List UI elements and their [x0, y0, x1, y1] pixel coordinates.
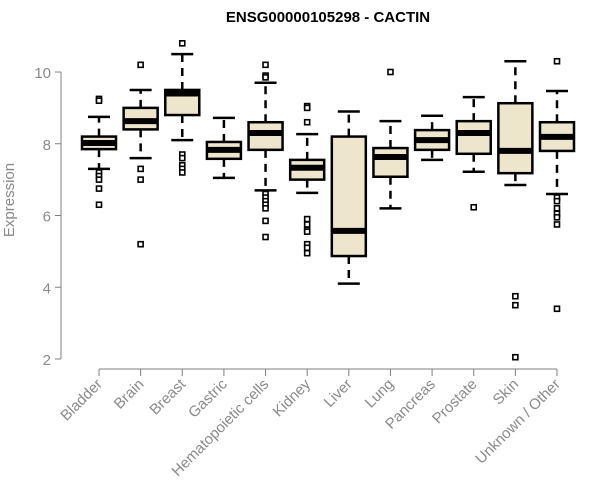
outlier-point	[553, 213, 561, 221]
outlier-point	[95, 201, 103, 209]
iqr-box	[497, 101, 534, 175]
outlier-point	[262, 217, 269, 225]
box-skin	[497, 59, 534, 361]
outlier-point	[95, 176, 103, 183]
y-tick-label: 6	[43, 209, 51, 226]
box-bladder	[80, 95, 118, 209]
outlier-point	[553, 197, 561, 205]
x-tick-label: Skin	[490, 376, 523, 409]
outlier-point	[137, 176, 144, 183]
outlier-point	[95, 97, 103, 104]
y-tick-label: 8	[43, 137, 51, 154]
box-breast	[164, 39, 201, 176]
y-axis: 2 4 6 8 10	[34, 65, 62, 369]
outlier-point	[137, 165, 144, 173]
x-tick-label: Kidney	[270, 375, 315, 420]
outlier-point	[512, 353, 519, 361]
outlier-point	[303, 244, 311, 252]
box-liver	[330, 110, 368, 285]
outlier-point	[470, 203, 478, 211]
y-tick-label: 10	[34, 65, 51, 82]
outlier-point	[262, 233, 269, 241]
chart-title: ENSG00000105298 - CACTIN	[226, 9, 430, 26]
iqr-box	[330, 135, 368, 258]
box-gastric	[205, 116, 243, 180]
outlier-point	[262, 61, 269, 69]
box-brain	[122, 61, 159, 248]
y-axis-label: Expression	[1, 163, 18, 237]
iqr-box	[455, 119, 492, 156]
box-unknown-other	[538, 57, 576, 313]
y-tick-label: 4	[43, 280, 51, 297]
x-tick-label: Breast	[146, 375, 189, 418]
outlier-point	[512, 301, 519, 309]
outlier-point	[178, 154, 186, 162]
outlier-point	[553, 205, 561, 212]
outlier-point	[553, 221, 561, 228]
box-prostate	[455, 95, 492, 211]
x-tick-label: Liver	[321, 376, 356, 411]
outlier-point	[178, 169, 186, 176]
outlier-point	[303, 215, 311, 223]
outlier-point	[303, 104, 311, 112]
outlier-point	[303, 118, 311, 126]
outlier-point	[303, 221, 311, 228]
x-tick-label: Bladder	[57, 376, 106, 425]
x-tick-label: Brain	[111, 376, 148, 413]
outlier-point	[303, 249, 311, 257]
outlier-point	[553, 305, 561, 313]
outlier-point	[387, 68, 394, 76]
y-tick-label: 2	[43, 352, 51, 369]
outlier-point	[178, 39, 186, 47]
outlier-point	[553, 57, 561, 65]
box-hematopoietic-cells	[247, 61, 284, 241]
outlier-point	[137, 240, 144, 248]
outlier-point	[95, 185, 103, 192]
iqr-box	[372, 146, 409, 179]
outlier-point	[512, 292, 519, 300]
outlier-point	[262, 205, 269, 212]
iqr-box	[247, 120, 284, 152]
box-pancreas	[413, 114, 451, 162]
x-tick-label: Lung	[362, 376, 398, 412]
box-lung	[372, 68, 409, 210]
outlier-point	[303, 228, 311, 235]
outlier-point	[137, 61, 144, 69]
x-tick-label: Prostate	[429, 376, 481, 428]
boxes	[80, 39, 576, 361]
box-kidney	[288, 102, 326, 257]
outlier-point	[262, 74, 269, 81]
